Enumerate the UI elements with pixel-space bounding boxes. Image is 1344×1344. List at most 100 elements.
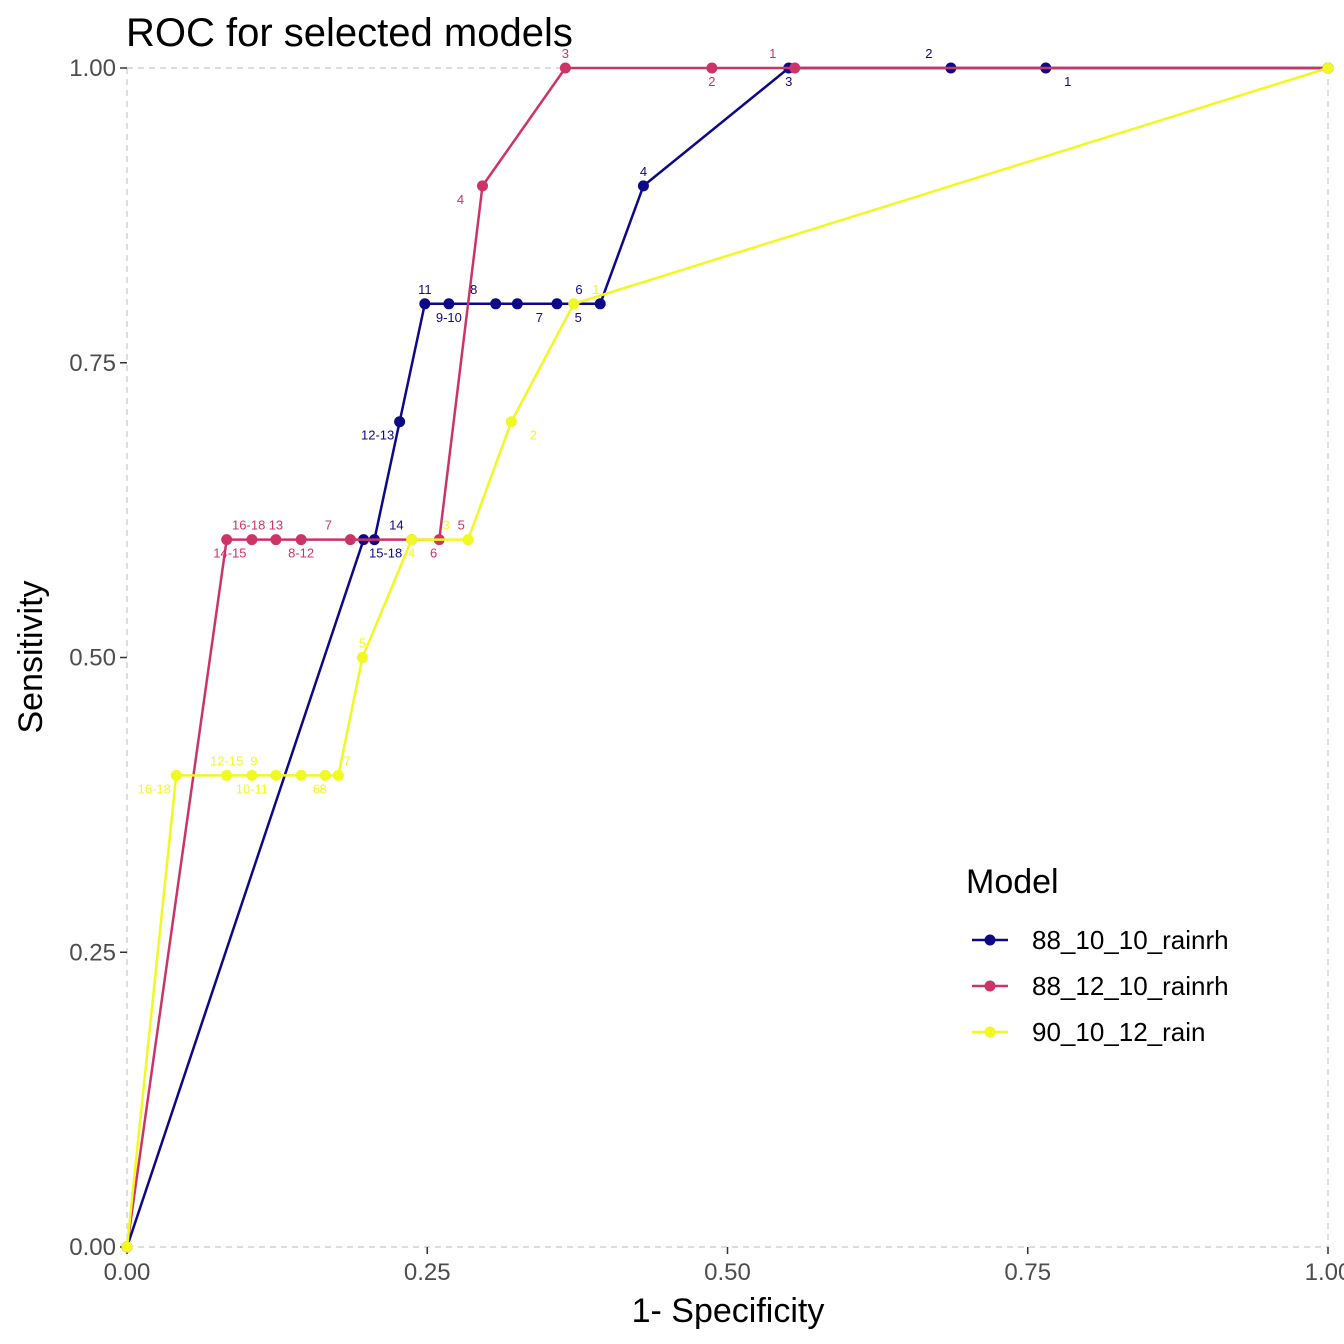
legend-label: 90_10_12_rain: [1032, 1017, 1206, 1047]
data-point: [270, 534, 282, 546]
point-label: 2: [708, 74, 715, 89]
data-point: [476, 180, 488, 192]
data-point: [462, 534, 474, 546]
x-tick-label: 0.00: [104, 1259, 151, 1286]
data-point: [505, 416, 517, 428]
point-label: 1: [1064, 74, 1071, 89]
x-tick-label: 0.25: [404, 1259, 451, 1286]
point-label: 12-15: [210, 753, 243, 768]
data-point: [637, 180, 649, 192]
x-tick-label: 1.00: [1305, 1259, 1344, 1286]
point-label: 3: [562, 46, 569, 61]
data-point: [443, 298, 455, 310]
legend-item: 88_10_10_rainrh: [972, 925, 1229, 955]
data-point: [170, 769, 182, 781]
point-labels: 15-181412-13119-108765432116-1814-15138-…: [138, 46, 1072, 796]
point-label: 13: [269, 518, 283, 533]
legend-item: 90_10_12_rain: [972, 1017, 1206, 1047]
series-90_10_12_rain: [121, 62, 1334, 1253]
data-point: [221, 534, 233, 546]
data-point: [246, 534, 258, 546]
data-point: [394, 416, 406, 428]
point-label: 4: [640, 164, 647, 179]
legend-key-point: [984, 1026, 996, 1038]
y-axis: 0.00 0.25 0.50 0.75 1.00: [69, 55, 127, 1261]
chart-title: ROC for selected models: [126, 11, 573, 55]
point-label: 16-18: [232, 518, 265, 533]
data-point: [319, 769, 331, 781]
point-label: 9-10: [436, 310, 462, 325]
y-tick-label: 0.75: [69, 350, 116, 377]
data-point: [551, 298, 563, 310]
grid-lines: [126, 67, 1329, 1248]
point-label: 12-13: [361, 428, 394, 443]
data-point: [490, 298, 502, 310]
point-label: 8: [470, 282, 477, 297]
y-tick-label: 0.50: [69, 645, 116, 672]
point-label: 4: [457, 192, 464, 207]
point-label: 8-12: [288, 546, 314, 561]
x-tick-label: 0.75: [1004, 1259, 1051, 1286]
data-point: [332, 769, 344, 781]
point-label: 14: [389, 518, 403, 533]
point-label: 3: [442, 518, 449, 533]
x-axis: 0.00 0.25 0.50 0.75 1.00: [104, 1247, 1344, 1286]
point-label: 4: [408, 546, 415, 561]
legend-label: 88_10_10_rainrh: [1032, 925, 1229, 955]
point-label: 14-15: [213, 546, 246, 561]
data-point: [295, 769, 307, 781]
series-layer: [121, 62, 1334, 1253]
data-point: [344, 534, 356, 546]
series-line: [125, 66, 1328, 1248]
legend: Model 88_10_10_rainrh 88_12_10_rainrh 90_1…: [966, 863, 1229, 1047]
legend-key-point: [984, 980, 996, 992]
point-label: 2: [925, 46, 932, 61]
data-point: [270, 769, 282, 781]
point-label: 6: [575, 282, 582, 297]
point-label: 7: [344, 753, 351, 768]
point-label: 16-18: [138, 781, 171, 796]
data-point: [568, 298, 580, 310]
point-label: 1: [592, 282, 599, 297]
data-point: [246, 769, 258, 781]
series-88_12_10_rainrh: [121, 62, 1334, 1253]
data-point: [511, 298, 523, 310]
point-label: 6: [430, 546, 437, 561]
point-label: 5: [575, 310, 582, 325]
x-tick-label: 0.50: [704, 1259, 751, 1286]
data-point: [1322, 62, 1334, 74]
y-tick-label: 0.00: [69, 1234, 116, 1261]
legend-label: 88_12_10_rainrh: [1032, 971, 1229, 1001]
data-point: [356, 652, 368, 663]
data-point: [594, 298, 606, 310]
point-label: 5: [458, 518, 465, 533]
legend-item: 88_12_10_rainrh: [972, 971, 1229, 1001]
data-point: [221, 769, 233, 781]
x-axis-title: 1- Specificity: [632, 1292, 825, 1330]
series-88_10_10_rainrh: [121, 62, 1334, 1253]
point-label: 6: [313, 781, 320, 796]
data-point: [406, 534, 418, 546]
data-point: [559, 62, 571, 74]
data-point: [789, 62, 801, 74]
y-tick-label: 0.25: [69, 939, 116, 966]
point-label: 5: [359, 636, 366, 651]
point-label: 2: [530, 428, 537, 443]
point-label: 7: [325, 518, 332, 533]
point-label: 1: [769, 46, 776, 61]
y-axis-title: Sensitivity: [12, 580, 50, 733]
data-point: [121, 1241, 133, 1253]
point-label: 3: [785, 74, 792, 89]
data-point: [706, 62, 718, 74]
legend-key-point: [984, 934, 996, 946]
point-label: 9: [250, 753, 257, 768]
point-label: 11: [418, 282, 432, 297]
point-label: 10-11: [236, 781, 268, 796]
point-label: 15-18: [369, 546, 402, 561]
data-point: [419, 298, 431, 310]
series-line: [125, 66, 1328, 1248]
point-label: 7: [536, 310, 543, 325]
legend-title: Model: [966, 863, 1059, 901]
data-point: [295, 534, 307, 546]
